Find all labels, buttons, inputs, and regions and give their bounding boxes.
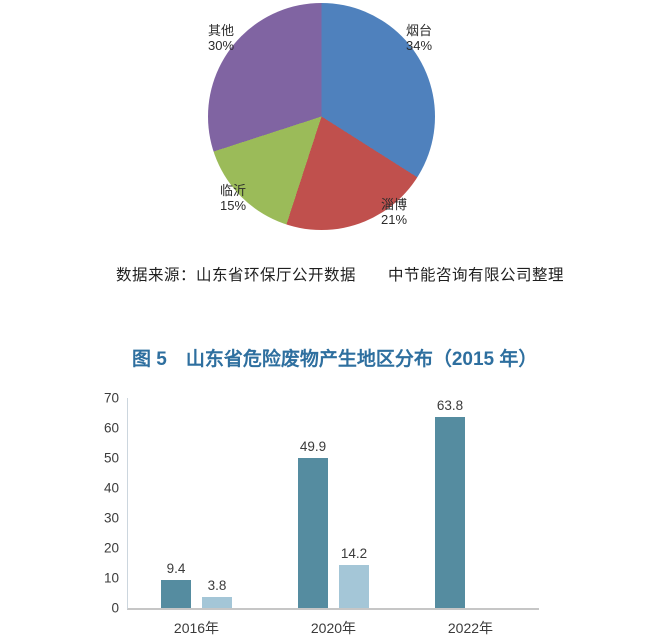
pie-slice-name: 烟台 bbox=[405, 23, 432, 38]
pie-slice-name: 临沂 bbox=[219, 183, 246, 198]
y-axis-tick-label: 60 bbox=[103, 420, 119, 436]
bar-value-label: 9.4 bbox=[166, 561, 186, 576]
bar-value-label: 49.9 bbox=[299, 439, 327, 454]
bar-group: 9.4 3.8 2016年 bbox=[128, 398, 265, 636]
y-axis-tick-label: 40 bbox=[103, 480, 119, 496]
pie-slice-percent: 30% bbox=[207, 38, 235, 53]
bar: 14.2 bbox=[338, 546, 369, 608]
bar: 63.8 bbox=[434, 398, 465, 608]
y-axis-tick-labels: 0 10 20 30 40 50 60 70 bbox=[80, 391, 119, 616]
y-axis-tick-label: 10 bbox=[103, 570, 119, 586]
category-label: 2020年 bbox=[310, 620, 357, 636]
pie-slice-percent: 34% bbox=[405, 38, 433, 53]
y-axis-tick-label: 30 bbox=[103, 510, 119, 526]
bar-value-label: 14.2 bbox=[340, 546, 368, 561]
bar-plot-area: 9.4 3.8 2016年 49.9 14.2 2020年 63.8 2022年 bbox=[127, 398, 539, 636]
figure-title: 图 5 山东省危险废物产生地区分布（2015 年） bbox=[132, 349, 538, 370]
pie-label-qita: 其他 30% bbox=[193, 23, 249, 53]
pie-label-linyi: 临沂 15% bbox=[205, 183, 261, 213]
bar-value-label: 63.8 bbox=[436, 398, 464, 413]
category-label: 2022年 bbox=[447, 620, 494, 636]
pie-slice-percent: 21% bbox=[380, 212, 408, 227]
bar-value-label: 3.8 bbox=[207, 578, 227, 593]
y-axis-tick-label: 50 bbox=[103, 450, 119, 466]
y-axis-tick-label: 20 bbox=[103, 540, 119, 556]
pie-slice-name: 其他 bbox=[207, 23, 234, 38]
category-label: 2016年 bbox=[173, 620, 220, 636]
source-note: 数据来源：山东省环保厅公开数据 中节能咨询有限公司整理 bbox=[116, 267, 565, 284]
bar-group: 49.9 14.2 2020年 bbox=[265, 398, 402, 636]
pie-slice-name: 淄博 bbox=[380, 197, 407, 212]
y-axis-tick-label: 70 bbox=[103, 390, 119, 406]
y-axis-tick-label: 0 bbox=[111, 600, 119, 616]
bar: 3.8 bbox=[201, 578, 232, 608]
pie-slice-percent: 15% bbox=[219, 198, 247, 213]
bar: 49.9 bbox=[297, 439, 328, 608]
bar-group: 63.8 2022年 bbox=[402, 398, 539, 636]
pie-label-zibo: 淄博 21% bbox=[366, 197, 422, 227]
pie-label-yantai: 烟台 34% bbox=[391, 23, 447, 53]
pie-chart bbox=[208, 3, 435, 230]
bar: 9.4 bbox=[160, 561, 191, 608]
